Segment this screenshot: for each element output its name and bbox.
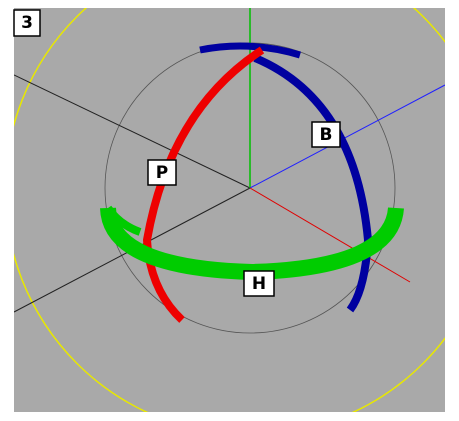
viewport-background	[14, 8, 445, 412]
pitch-ring	[142, 46, 265, 323]
viewport-label: 3	[21, 13, 33, 33]
heading-label: H	[252, 274, 266, 294]
bank-ring-top	[199, 42, 302, 59]
axis-line	[14, 74, 251, 189]
viewport-label-box	[13, 9, 41, 37]
pitch-label-box	[147, 159, 177, 186]
z-axis	[249, 84, 445, 189]
bank-label-box	[311, 121, 341, 148]
heading-label-box	[243, 270, 275, 297]
bank-ring	[253, 54, 373, 313]
x-axis	[249, 187, 411, 283]
bank-label: B	[320, 125, 333, 145]
pitch-label: P	[156, 163, 168, 183]
heading-ring-edge	[104, 205, 142, 236]
